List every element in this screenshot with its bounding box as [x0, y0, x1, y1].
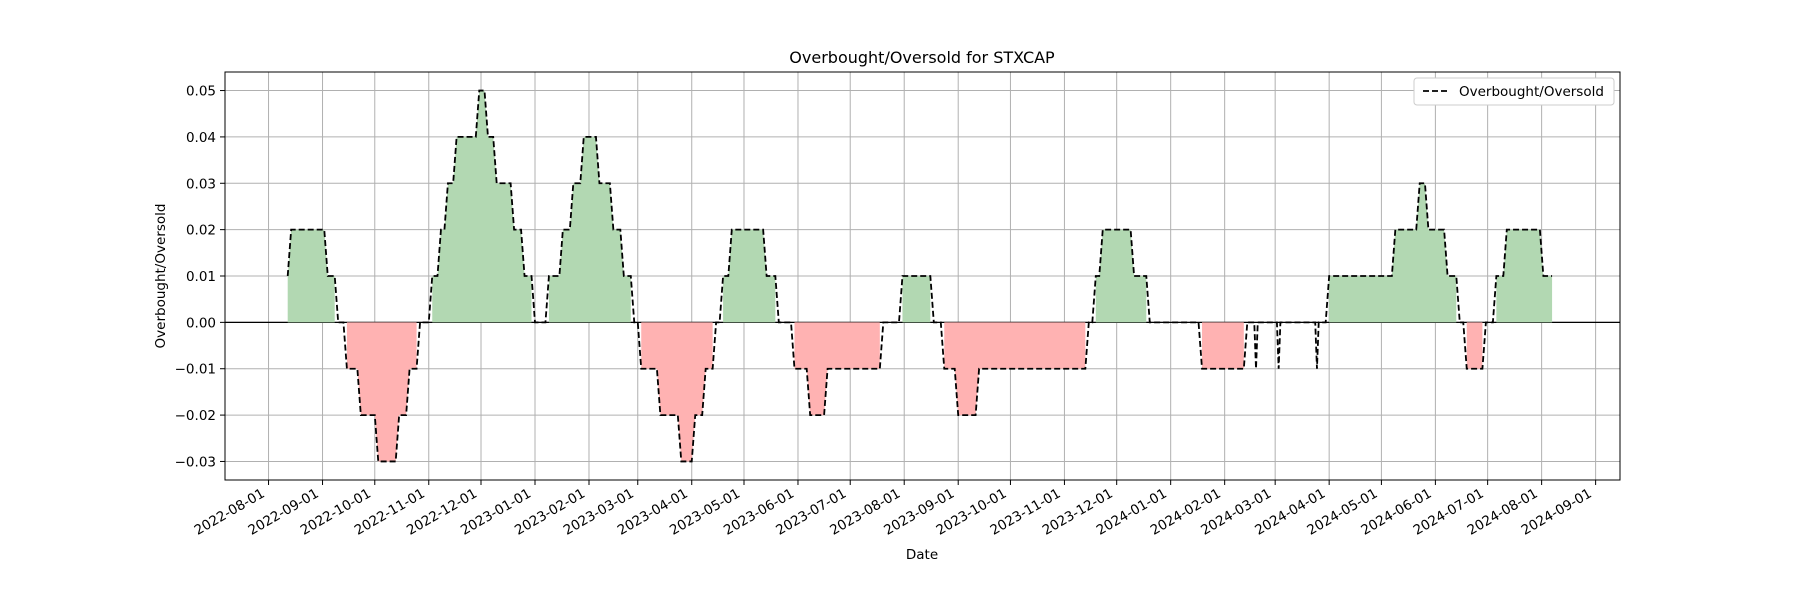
y-tick-label: 0.04: [186, 130, 216, 146]
overbought-area: [548, 136, 631, 323]
overbought-area: [1496, 229, 1553, 323]
series-line-overbought-oversold: [286, 89, 1553, 463]
overbought-area: [432, 90, 532, 323]
x-axis-label: Date: [906, 547, 938, 563]
fill-layer: [287, 90, 1553, 462]
oversold-area: [794, 322, 880, 416]
overbought-area: [1095, 229, 1147, 323]
line-layer: [286, 89, 1553, 463]
y-axis-ticks: 0.05 0.04 0.03 0.02 0.01 0.00 −0.01 −0.02 −0.03: [175, 84, 225, 470]
y-tick-label: 0.05: [186, 84, 216, 100]
chart-title: Overbought/Oversold for STXCAP: [789, 48, 1055, 67]
legend: Overbought/Oversold: [1413, 77, 1615, 106]
oversold-area: [346, 322, 417, 462]
oversold-area: [1466, 322, 1483, 369]
oversold-area: [1202, 322, 1244, 369]
x-axis-ticks: 2022-08-012022-09-012022-10-012022-11-01…: [192, 480, 1597, 539]
legend-box: [1413, 77, 1615, 106]
oversold-area: [944, 322, 1086, 416]
y-tick-label: 0.03: [186, 176, 216, 192]
y-tick-label: 0.02: [186, 223, 216, 239]
oversold-area: [641, 322, 713, 462]
y-tick-label: −0.01: [175, 362, 216, 378]
legend-entry-label: Overbought/Oversold: [1459, 84, 1604, 100]
overbought-area: [1329, 183, 1457, 323]
overbought-area: [287, 229, 335, 323]
y-tick-label: 0.00: [186, 315, 216, 331]
y-tick-label: −0.03: [175, 454, 216, 470]
overbought-area: [723, 229, 776, 323]
y-tick-label: −0.02: [175, 408, 216, 424]
y-axis-label: Overbought/Oversold: [153, 204, 169, 349]
overbought-area: [902, 276, 931, 323]
y-tick-label: 0.01: [186, 269, 216, 285]
